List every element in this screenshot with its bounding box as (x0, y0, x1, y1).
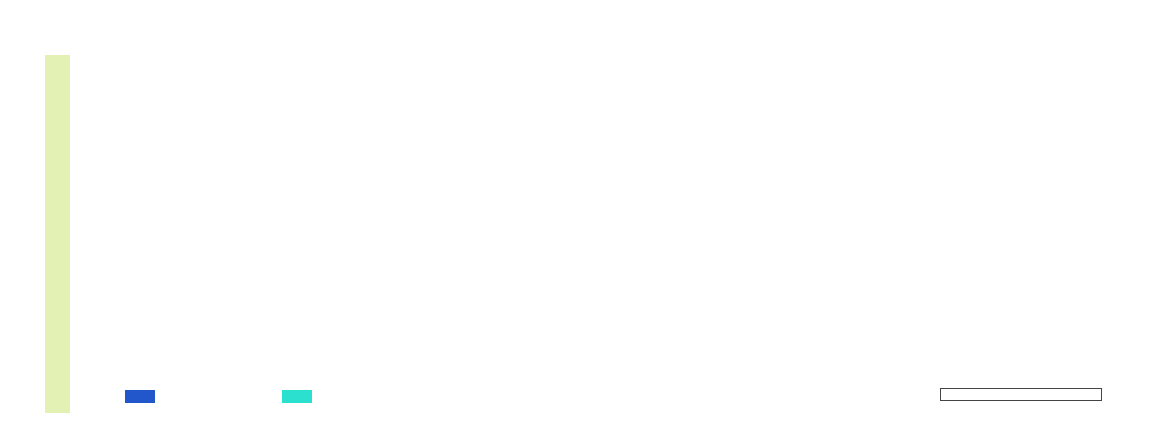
shower-legend-swatch (282, 390, 312, 403)
cloud-cover-scale (940, 388, 1102, 401)
rain-legend-swatch (125, 390, 155, 403)
left-color-strip (45, 55, 70, 413)
